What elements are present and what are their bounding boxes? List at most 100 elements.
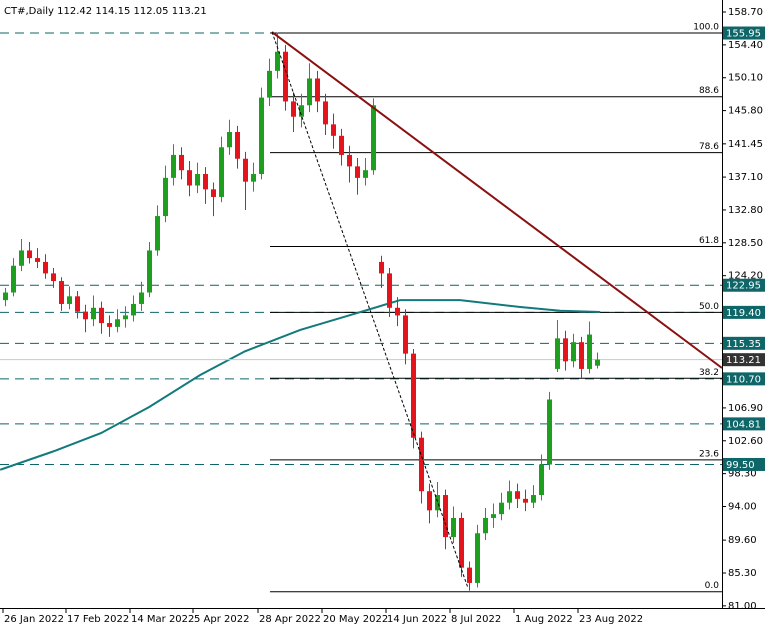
candle-body xyxy=(187,170,192,186)
close: 113.21 xyxy=(172,6,207,17)
lines-layer: 100.0 88.6 78.6 61.8 50.0 38.2 23.6 0.0 xyxy=(0,23,722,593)
candle-body xyxy=(123,315,128,320)
level-tag xyxy=(723,278,765,292)
candle-body xyxy=(403,315,408,354)
y-tick-label: 150.10 xyxy=(728,73,763,84)
candle-body xyxy=(283,51,288,102)
candle-body xyxy=(91,307,96,320)
candle-body xyxy=(251,174,256,182)
level-label: 122.95 xyxy=(726,281,761,292)
candle-body xyxy=(595,359,600,366)
candle-body xyxy=(107,323,112,327)
fib-label: 38.2 xyxy=(699,368,719,378)
candle-body xyxy=(355,166,360,178)
fib-label: 50.0 xyxy=(699,302,719,312)
candle-body xyxy=(483,517,488,534)
candle-body xyxy=(171,154,176,178)
candle-body xyxy=(83,311,88,320)
y-tick-label: 132.80 xyxy=(728,205,763,216)
x-tick-label: 17 Feb 2022 xyxy=(67,614,129,625)
candle-body xyxy=(459,517,464,568)
y-tick-label: 89.60 xyxy=(728,535,757,546)
candle-body xyxy=(51,273,56,282)
candle-body xyxy=(139,292,144,304)
candle-body xyxy=(243,158,248,182)
candle-body xyxy=(43,261,48,274)
candle-body xyxy=(19,250,24,266)
candle-body xyxy=(507,491,512,503)
level-label: 119.40 xyxy=(726,308,761,319)
y-tick-label: 81.00 xyxy=(728,601,757,612)
fib-label: 88.6 xyxy=(699,86,719,96)
level-tag xyxy=(723,372,765,386)
candle-body xyxy=(315,78,320,102)
candle-body xyxy=(11,265,16,293)
candle-body xyxy=(339,135,344,155)
candle-body xyxy=(563,338,568,362)
candle-body xyxy=(579,342,584,369)
candle-body xyxy=(75,296,80,312)
candle-body xyxy=(539,464,544,496)
candle-body xyxy=(491,514,496,518)
candle-body xyxy=(163,177,168,217)
y-tick-label: 85.30 xyxy=(728,568,757,579)
high: 114.15 xyxy=(95,6,130,17)
candle-body xyxy=(291,101,296,117)
candle-body xyxy=(227,131,232,148)
fib-label: 78.6 xyxy=(699,142,719,152)
candle-body xyxy=(395,307,400,316)
x-tick-label: 23 Aug 2022 xyxy=(579,614,643,625)
candle-body xyxy=(531,495,536,503)
candle-body xyxy=(59,281,64,304)
candle-body xyxy=(3,292,8,301)
moving-average xyxy=(0,299,601,471)
candle-body xyxy=(371,105,376,171)
x-tick-label: 14 Mar 2022 xyxy=(131,614,194,625)
candle-body xyxy=(115,319,120,327)
candle-body xyxy=(131,303,136,316)
candle-body xyxy=(427,491,432,511)
candle-body xyxy=(379,261,384,274)
candle-body xyxy=(587,334,592,369)
candle-body xyxy=(267,70,272,98)
level-tag xyxy=(723,457,765,471)
y-tick-label: 141.45 xyxy=(728,139,763,150)
level-label: 110.70 xyxy=(726,374,761,385)
low: 112.05 xyxy=(134,6,169,17)
candle-body xyxy=(35,258,40,262)
candle-body xyxy=(451,517,456,538)
fib-label: 23.6 xyxy=(699,449,719,459)
candle-body xyxy=(99,307,104,324)
candle-body xyxy=(411,353,416,438)
candle-body xyxy=(467,567,472,583)
candle-body xyxy=(331,124,336,136)
level-tag xyxy=(723,26,765,40)
candle-body xyxy=(347,154,352,167)
candle-body xyxy=(155,216,160,251)
x-tick-label: 26 Jan 2022 xyxy=(4,614,64,625)
candle-body xyxy=(523,498,528,503)
candle-body xyxy=(211,189,216,197)
candle-body xyxy=(435,495,440,511)
candle-body xyxy=(475,533,480,583)
candle-body xyxy=(515,491,520,499)
x-tick-label: 5 Apr 2022 xyxy=(194,614,249,625)
y-tick-label: 124.20 xyxy=(728,271,763,282)
candle-body xyxy=(203,174,208,190)
level-label: 99.50 xyxy=(726,460,755,471)
open: 112.42 xyxy=(57,6,92,17)
candle-body xyxy=(323,101,328,125)
level-tag xyxy=(723,417,765,431)
x-tick-label: 8 Jul 2022 xyxy=(451,614,501,625)
level-tag xyxy=(723,336,765,350)
candle-body xyxy=(499,502,504,515)
y-tick-label: 128.50 xyxy=(728,238,763,249)
candle-body xyxy=(571,342,576,362)
candle-body xyxy=(67,296,72,304)
candle-body xyxy=(547,399,552,465)
candles-layer xyxy=(3,32,600,591)
